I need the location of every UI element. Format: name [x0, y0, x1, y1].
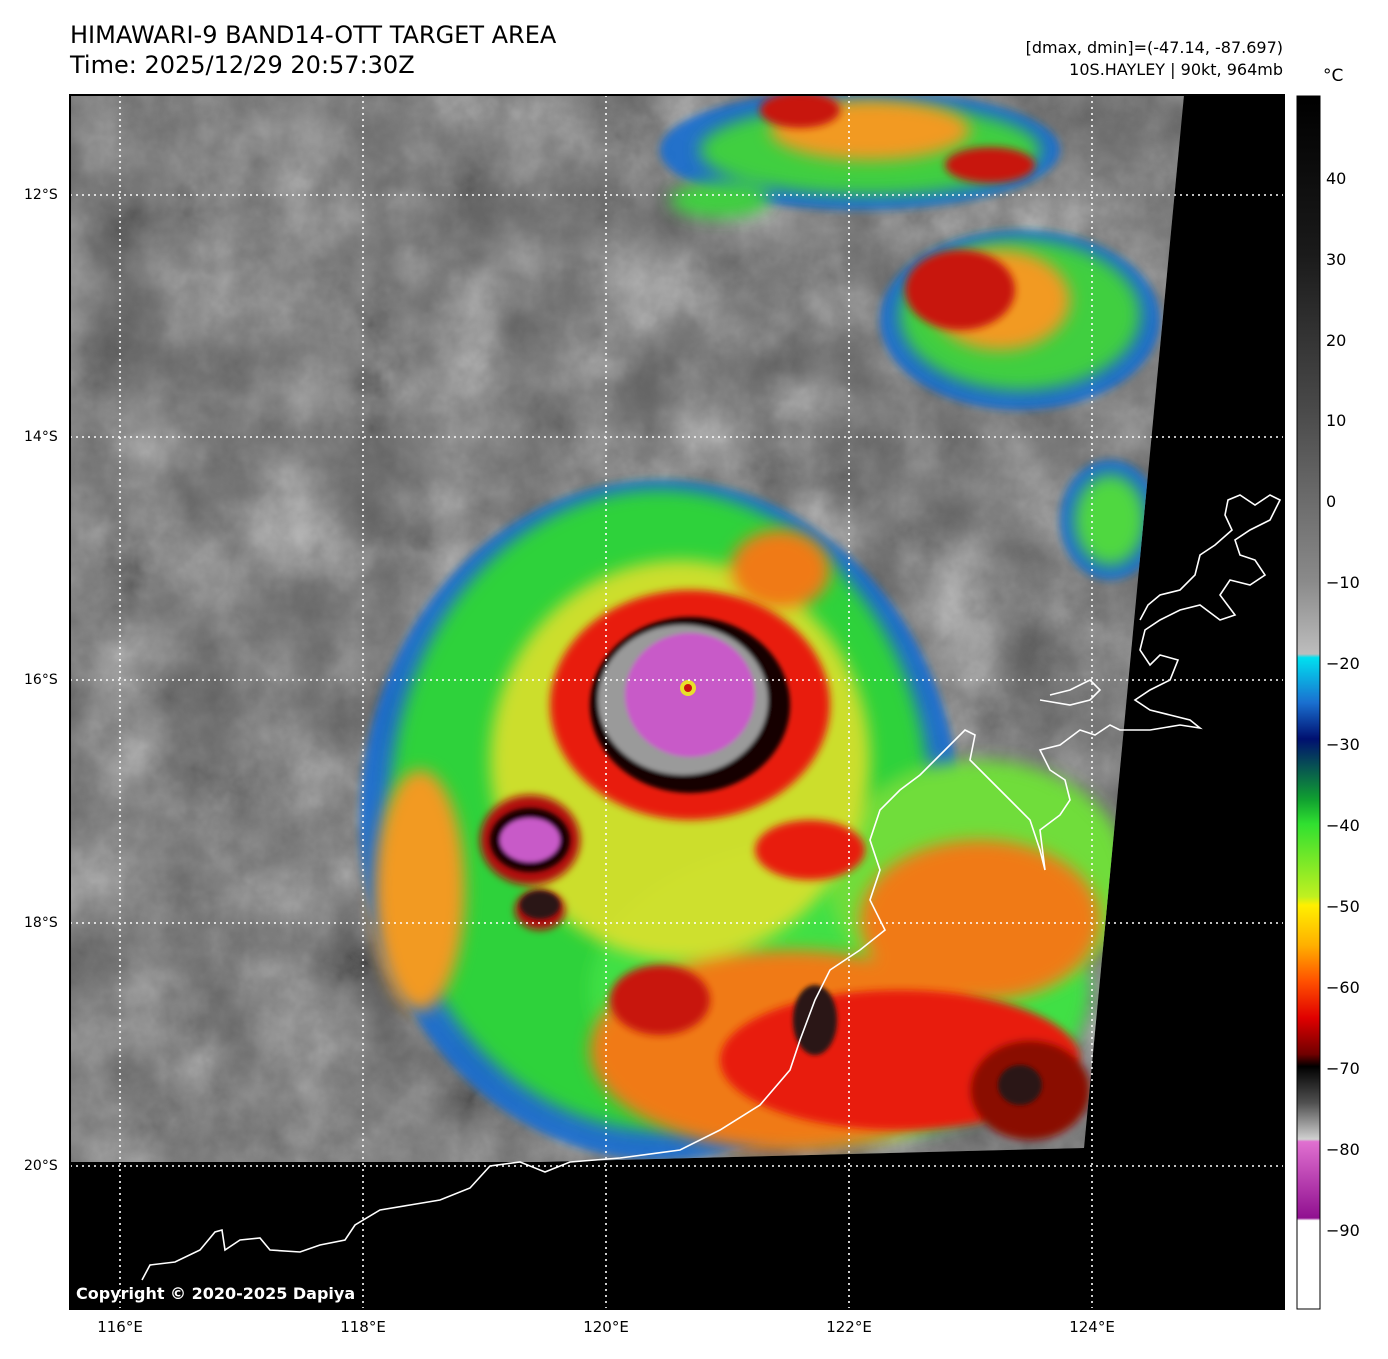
lat-label-12s: 12°S	[24, 187, 58, 203]
lon-label-116e: 116°E	[97, 1318, 143, 1336]
cbar-tick-minus20: −20	[1326, 654, 1360, 673]
storm-info: [dmax, dmin]=(-47.14, -87.697) 10S.HAYLE…	[1026, 37, 1283, 81]
cbar-tick-minus10: −10	[1326, 573, 1360, 592]
lon-label-120e: 120°E	[583, 1318, 629, 1336]
lon-label-118e: 118°E	[340, 1318, 386, 1336]
cbar-tick-minus30: −30	[1326, 735, 1360, 754]
lat-label-20s: 20°S	[24, 1158, 58, 1174]
title-line-2: Time: 2025/12/29 20:57:30Z	[70, 51, 415, 79]
cbar-tick-minus90: −90	[1326, 1221, 1360, 1240]
lat-label-18s: 18°S	[24, 915, 58, 931]
lat-label-14s: 14°S	[24, 429, 58, 445]
satellite-swath	[70, 95, 1184, 1162]
lon-label-124e: 124°E	[1069, 1318, 1115, 1336]
range-text: [dmax, dmin]=(-47.14, -87.697)	[1025, 38, 1283, 57]
cbar-tick-minus50: −50	[1326, 897, 1360, 916]
cbar-tick-minus80: −80	[1326, 1140, 1360, 1159]
cbar-tick-minus70: −70	[1326, 1059, 1360, 1078]
copyright-text: Copyright © 2020-2025 Dapiya	[76, 1284, 356, 1303]
chart-title: HIMAWARI-9 BAND14-OTT TARGET AREA Time: …	[70, 20, 556, 80]
colorbar	[1296, 95, 1321, 1310]
lon-label-122e: 122°E	[826, 1318, 872, 1336]
gridlines	[70, 95, 1284, 1309]
map-frame	[69, 94, 1285, 1310]
cbar-tick-40: 40	[1326, 169, 1347, 188]
storm-text: 10S.HAYLEY | 90kt, 964mb	[1069, 60, 1283, 79]
coastline	[141, 494, 1282, 1281]
cbar-tick-20: 20	[1326, 331, 1347, 350]
title-line-1: HIMAWARI-9 BAND14-OTT TARGET AREA	[70, 21, 557, 49]
cbar-tick-0: 0	[1326, 492, 1337, 511]
cbar-tick-minus40: −40	[1326, 816, 1360, 835]
cbar-tick-10: 10	[1326, 411, 1347, 430]
cbar-tick-minus60: −60	[1326, 978, 1360, 997]
colorbar-unit: °C	[1323, 66, 1344, 86]
cbar-tick-30: 30	[1326, 250, 1347, 269]
lat-label-16s: 16°S	[24, 672, 58, 688]
